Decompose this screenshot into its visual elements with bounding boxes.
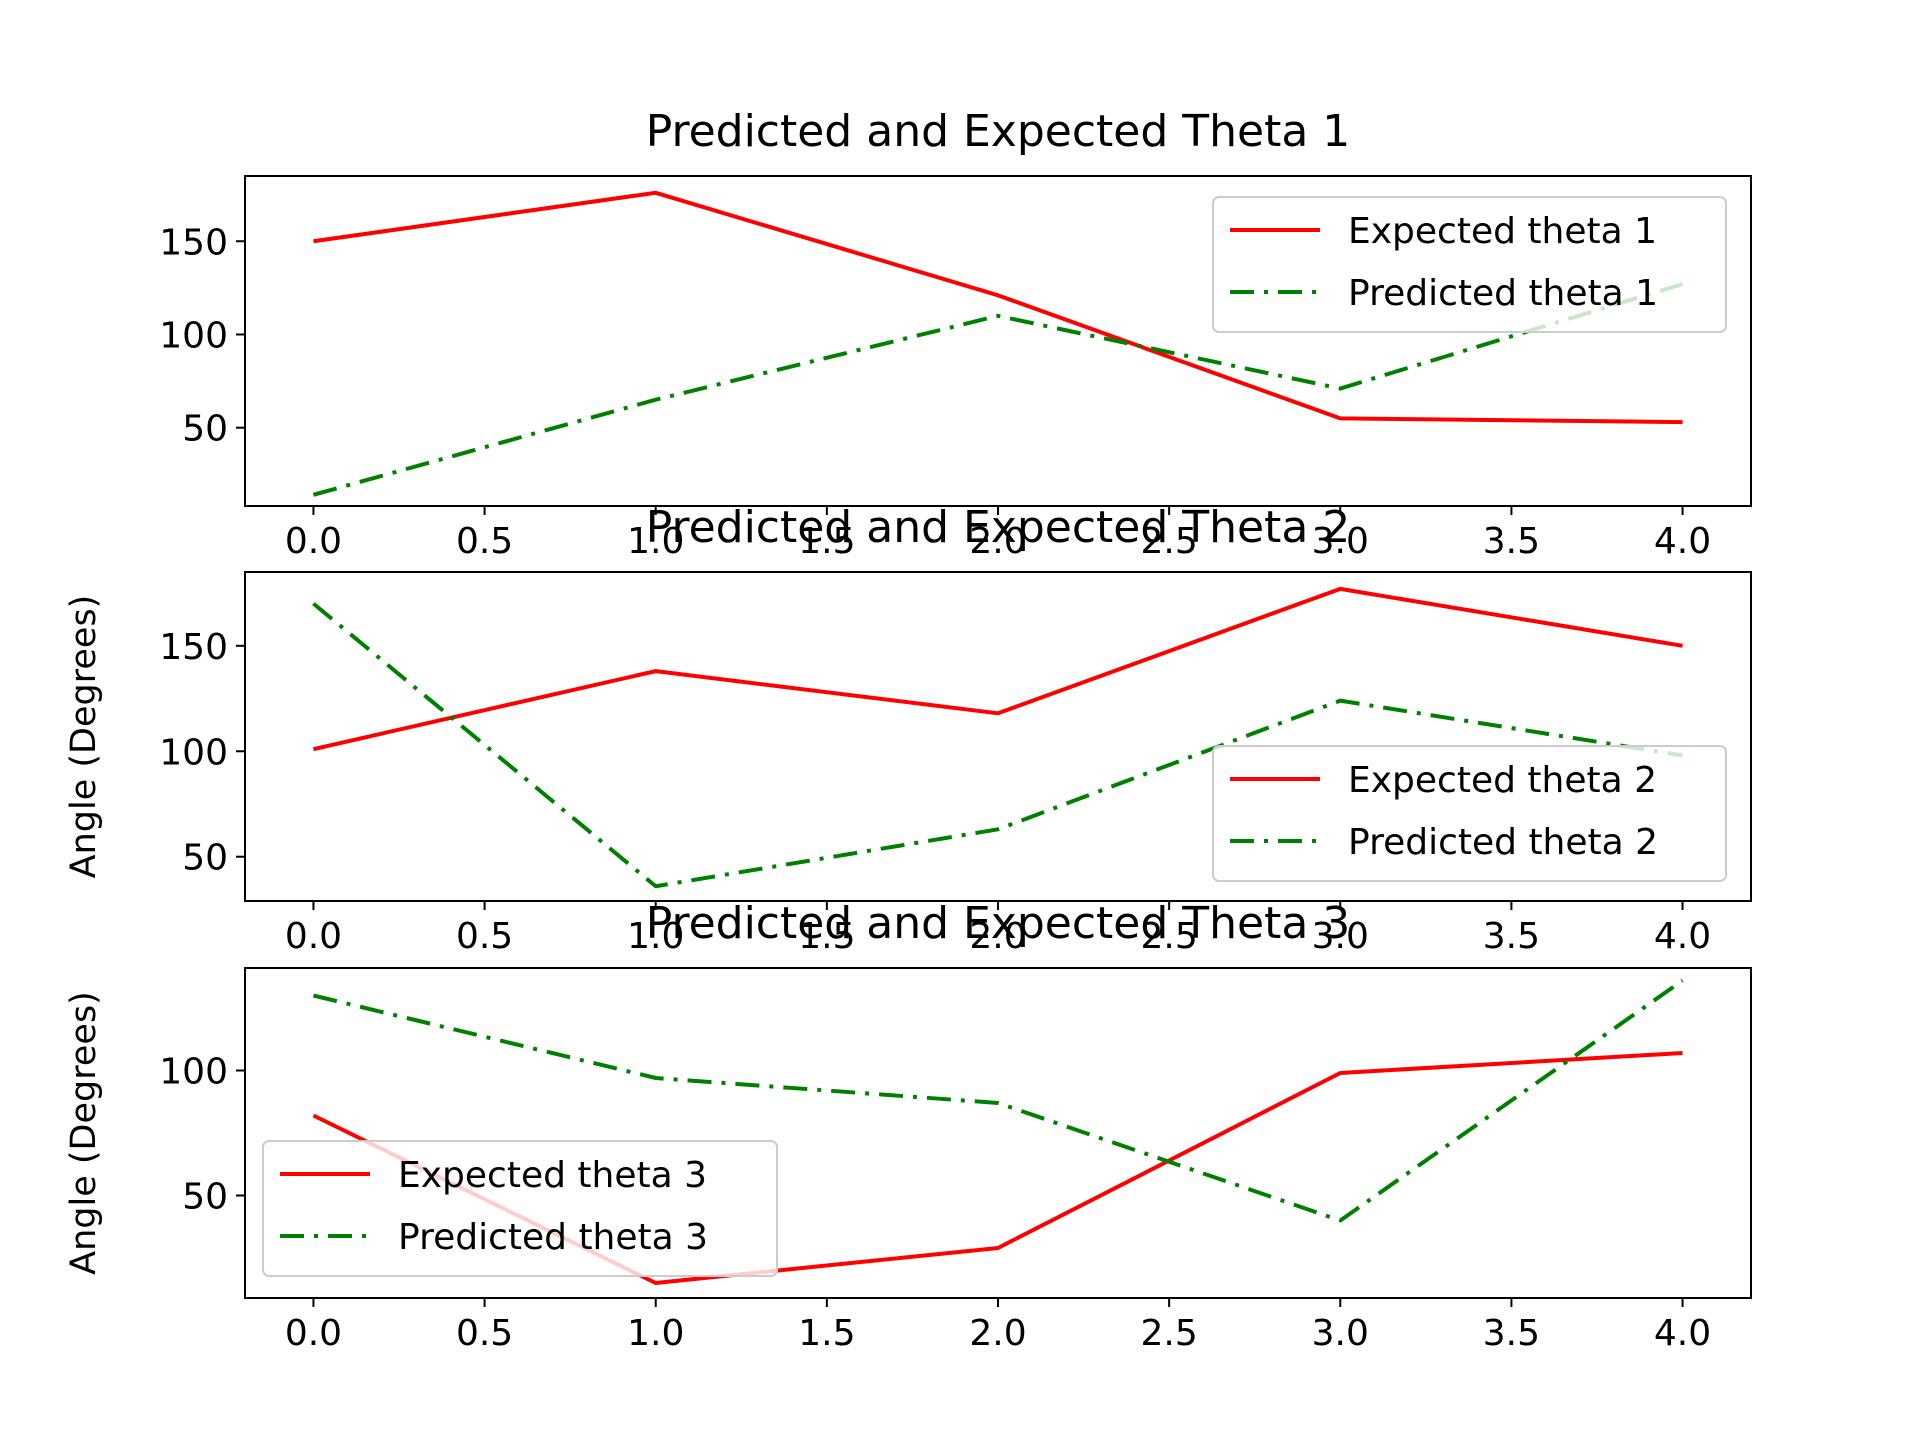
y-tick-label: 50 — [182, 838, 228, 879]
chart-2: 0.0 0.5 1.0 1.5 2.0 2.5 3.0 3.5 4.0 50 100 150 Predi… — [64, 502, 1752, 957]
x-tick-label: 0.0 — [285, 1313, 342, 1354]
x-tick-label: 2.5 — [1141, 916, 1198, 957]
y-tick-label: 100 — [159, 732, 228, 773]
x-tick-label: 2.0 — [969, 521, 1026, 562]
chart-title: Predicted and Expected Theta 3 — [646, 898, 1351, 949]
series-line-expected — [313, 586, 1683, 752]
legend: Expected theta 2 Predicted theta 2 — [1212, 745, 1727, 882]
legend-box — [1212, 196, 1727, 333]
legend-label: Predicted theta 2 — [1348, 822, 1658, 863]
chart-1: 0.0 0.5 1.0 1.5 2.0 2.5 3.0 3.5 4.0 50 100 150 Predi… — [159, 106, 1752, 562]
y-tick-label: 50 — [182, 1177, 228, 1218]
x-tick-label: 4.0 — [1654, 916, 1711, 957]
x-tick-label: 1.0 — [627, 521, 684, 562]
x-tick-label: 2.0 — [969, 916, 1026, 957]
x-tick-label: 3.5 — [1483, 1313, 1540, 1354]
x-tick-label: 3.0 — [1312, 916, 1369, 957]
legend-box — [262, 1140, 778, 1277]
chart-3: 0.0 0.5 1.0 1.5 2.0 2.5 3.0 3.5 4.0 50 100 Predicte… — [64, 898, 1752, 1354]
legend-label: Expected theta 2 — [1348, 760, 1657, 801]
y-tick-label: 100 — [159, 315, 228, 356]
x-tick-label: 3.5 — [1483, 916, 1540, 957]
legend-label: Predicted theta 1 — [1348, 273, 1658, 314]
legend-label: Expected theta 3 — [398, 1155, 707, 1196]
chart-title: Predicted and Expected Theta 1 — [646, 106, 1351, 157]
chart-title: Predicted and Expected Theta 2 — [646, 502, 1351, 553]
x-tick-label: 1.5 — [798, 1313, 855, 1354]
legend: Expected theta 3 Predicted theta 3 — [262, 1140, 778, 1277]
x-tick-label: 0.5 — [456, 916, 513, 957]
x-tick-label: 0.0 — [285, 916, 342, 957]
legend-label: Expected theta 1 — [1348, 211, 1657, 252]
y-axis-label: Angle (Degrees) — [64, 991, 104, 1275]
x-tick-label: 2.0 — [969, 1313, 1026, 1354]
x-tick-label: 4.0 — [1654, 521, 1711, 562]
x-tick-label: 0.0 — [285, 521, 342, 562]
y-axis-label: Angle (Degrees) — [64, 595, 104, 879]
x-tick-label: 1.5 — [798, 521, 855, 562]
legend-label: Predicted theta 3 — [398, 1217, 708, 1258]
x-tick-label: 3.5 — [1483, 521, 1540, 562]
x-tick-label: 1.5 — [798, 916, 855, 957]
y-tick-label: 50 — [182, 409, 228, 450]
x-tick-label: 1.0 — [627, 1313, 684, 1354]
x-tick-label: 4.0 — [1654, 1313, 1711, 1354]
x-tick-label: 1.0 — [627, 916, 684, 957]
x-tick-label: 2.5 — [1141, 1313, 1198, 1354]
x-tick-label: 0.5 — [456, 1313, 513, 1354]
y-tick-label: 150 — [159, 222, 228, 263]
legend-box — [1212, 745, 1727, 882]
x-tick-label: 3.0 — [1312, 1313, 1369, 1354]
legend: Expected theta 1 Predicted theta 1 — [1212, 196, 1727, 333]
x-tick-label: 2.5 — [1141, 521, 1198, 562]
y-tick-label: 100 — [159, 1052, 228, 1093]
x-tick-label: 0.5 — [456, 521, 513, 562]
x-tick-label: 3.0 — [1312, 521, 1369, 562]
y-tick-label: 150 — [159, 627, 228, 668]
